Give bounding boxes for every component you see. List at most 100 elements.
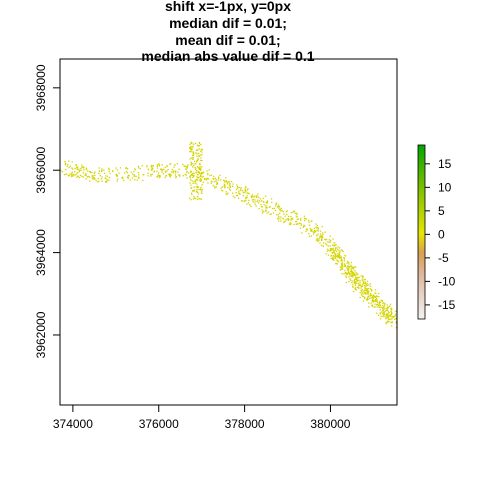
raster-cell	[280, 210, 282, 212]
raster-cell	[189, 171, 192, 173]
raster-cell	[317, 240, 319, 242]
raster-cell	[363, 297, 366, 300]
raster-cell	[365, 292, 367, 294]
raster-cell	[67, 174, 69, 177]
raster-cell	[247, 202, 250, 204]
raster-cell	[386, 307, 388, 309]
raster-cell	[260, 200, 263, 202]
raster-cell	[197, 198, 199, 201]
raster-cell	[169, 163, 171, 165]
raster-cell	[134, 169, 136, 171]
title-line-1: shift x=-1px, y=0px	[165, 0, 291, 14]
raster-cell	[240, 188, 242, 190]
raster-cell	[198, 198, 200, 200]
raster-cell	[182, 163, 184, 166]
raster-cell	[70, 174, 73, 176]
raster-cell	[346, 262, 348, 264]
raster-cell	[163, 168, 165, 170]
raster-cell	[195, 179, 197, 181]
raster-cell	[199, 189, 202, 191]
raster-cell	[108, 176, 111, 179]
raster-cell	[159, 168, 162, 171]
raster-cell	[239, 189, 242, 191]
raster-cell	[382, 307, 384, 310]
raster-cell	[360, 289, 362, 292]
raster-cell	[93, 178, 95, 180]
raster-cell	[329, 235, 331, 237]
raster-cell	[365, 284, 368, 286]
raster-cell	[137, 171, 139, 174]
raster-cell	[78, 169, 81, 172]
raster-cell	[390, 310, 392, 312]
raster-cell	[197, 159, 199, 161]
raster-cell	[254, 199, 256, 201]
raster-cell	[128, 175, 130, 177]
raster-cell	[349, 278, 351, 280]
raster-cell	[334, 244, 336, 246]
raster-cell	[219, 174, 221, 176]
raster-cell	[116, 174, 119, 176]
raster-cell	[385, 309, 387, 312]
raster-cell	[81, 166, 83, 168]
raster-cell	[165, 175, 167, 177]
raster-cell	[338, 251, 341, 253]
raster-cell	[198, 176, 200, 178]
raster-cell	[236, 186, 239, 188]
raster-cell	[224, 186, 226, 188]
raster-cell	[165, 171, 167, 173]
raster-cell	[164, 170, 166, 173]
raster-cell	[236, 195, 238, 197]
raster-cell	[112, 170, 114, 173]
raster-cell	[157, 172, 160, 174]
raster-cell	[88, 170, 90, 173]
raster-cell	[340, 258, 343, 260]
raster-cell	[123, 172, 126, 174]
raster-cell	[193, 190, 195, 192]
raster-cell	[196, 176, 198, 178]
raster-cell	[349, 265, 351, 268]
raster-cell	[92, 175, 94, 177]
raster-cell	[225, 180, 227, 182]
raster-cell	[297, 223, 299, 225]
raster-cell	[344, 264, 347, 267]
raster-cell	[319, 242, 321, 244]
raster-cell	[345, 281, 347, 284]
raster-cell	[387, 313, 389, 315]
raster-cell	[374, 289, 377, 291]
raster-cell	[151, 169, 153, 171]
raster-cell	[192, 182, 194, 185]
raster-cell	[61, 171, 63, 173]
raster-cell	[364, 285, 367, 287]
raster-cell	[250, 195, 252, 197]
raster-cell	[191, 180, 193, 182]
raster-cell	[322, 232, 324, 234]
raster-cell	[289, 222, 292, 224]
raster-cell	[75, 174, 77, 176]
raster-cell	[362, 295, 364, 297]
raster-cell	[223, 185, 225, 187]
raster-cell	[295, 212, 298, 215]
raster-cell	[393, 315, 395, 317]
raster-cell	[303, 225, 305, 228]
raster-cell	[198, 188, 200, 191]
raster-cell	[352, 290, 355, 293]
raster-cell	[96, 181, 99, 183]
raster-cell	[364, 281, 366, 283]
raster-cell	[208, 169, 210, 171]
raster-cell	[216, 182, 218, 184]
raster-cell	[378, 296, 380, 298]
raster-cell	[251, 196, 253, 198]
raster-cell	[196, 189, 198, 191]
raster-cell	[335, 247, 337, 249]
raster-cell	[135, 175, 137, 178]
raster-cell	[290, 223, 292, 225]
raster-cell	[232, 195, 235, 197]
raster-cell	[191, 187, 193, 189]
raster-cell	[278, 220, 280, 222]
raster-cell	[281, 209, 283, 212]
raster-cell	[252, 195, 254, 198]
raster-cell	[344, 263, 346, 265]
raster-cell	[351, 280, 353, 282]
raster-cell	[351, 274, 353, 276]
raster-cell	[386, 313, 388, 315]
